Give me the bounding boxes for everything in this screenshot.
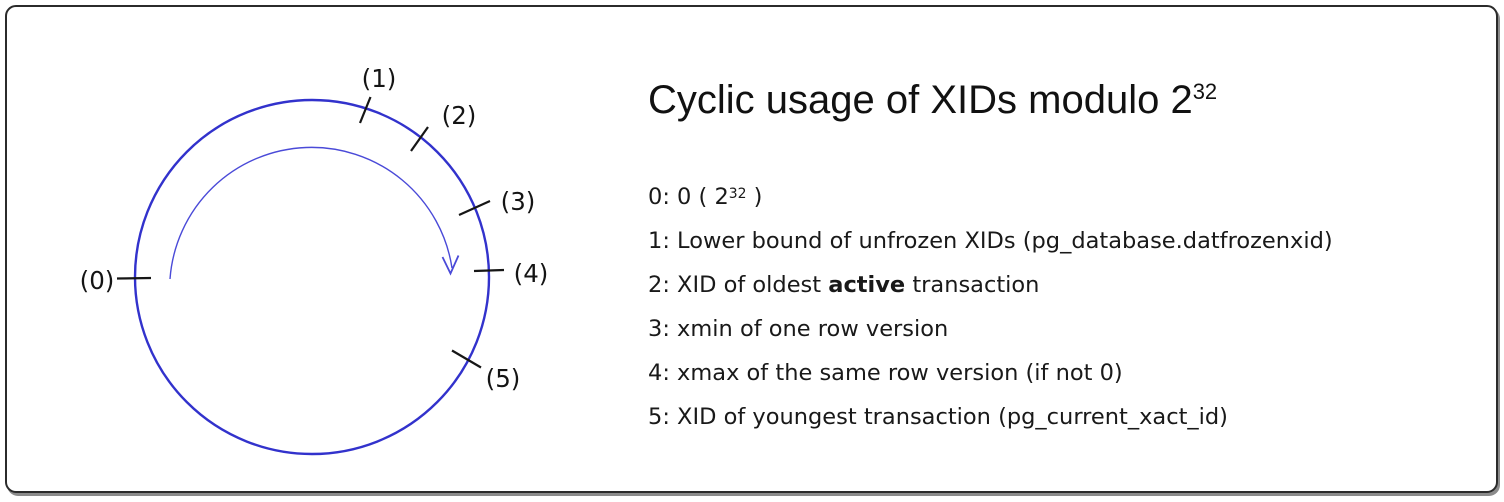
legend-item-1: 1: Lower bound of unfrozen XIDs (pg_data…	[648, 228, 1333, 254]
diagram-card: (0) (1) (2) (3) (4) (5) Cyclic usage of …	[5, 5, 1498, 493]
legend-item-3: 3: xmin of one row version	[648, 316, 949, 342]
page-title-text: Cyclic usage of XIDs modulo 2	[648, 78, 1193, 122]
legend-list: 0: 0 ( 232 ) 1: Lower bound of unfrozen …	[648, 175, 1488, 439]
tick-mark-4	[473, 268, 505, 273]
tick-mark-1	[358, 96, 372, 124]
xid-cycle-circle	[133, 98, 491, 456]
direction-arrow-arc	[169, 146, 453, 280]
tick-label-2: (2)	[442, 101, 477, 130]
tick-mark-0	[116, 276, 152, 280]
legend-item-0: 0: 0 ( 232 )	[648, 184, 763, 210]
tick-label-5: (5)	[486, 364, 521, 393]
page-title-superscript: 32	[1192, 79, 1218, 104]
tick-label-4: (4)	[514, 259, 549, 288]
tick-label-3: (3)	[501, 187, 536, 216]
right-panel: Cyclic usage of XIDs modulo 232 0: 0 ( 2…	[648, 7, 1488, 502]
legend-item-4: 4: xmax of the same row version (if not …	[648, 360, 1123, 386]
tick-label-0: (0)	[80, 266, 115, 295]
direction-arrow-head-icon	[441, 255, 460, 276]
legend-item-5: 5: XID of youngest transaction (pg_curre…	[648, 404, 1228, 430]
tick-label-1: (1)	[362, 64, 397, 93]
tick-mark-3	[458, 199, 491, 217]
legend-item-2: 2: XID of oldest active transaction	[648, 272, 1040, 298]
page-title: Cyclic usage of XIDs modulo 232	[648, 78, 1217, 123]
tick-mark-2	[410, 126, 429, 152]
tick-mark-5	[451, 349, 482, 369]
xid-cycle-diagram: (0) (1) (2) (3) (4) (5)	[80, 64, 549, 456]
